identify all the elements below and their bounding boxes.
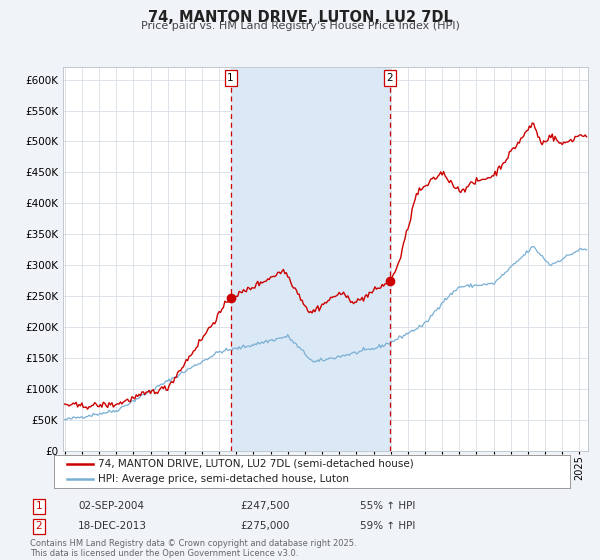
Text: £275,000: £275,000 <box>240 521 289 531</box>
Text: 1: 1 <box>35 501 43 511</box>
Text: 18-DEC-2013: 18-DEC-2013 <box>78 521 147 531</box>
Text: 74, MANTON DRIVE, LUTON, LU2 7DL: 74, MANTON DRIVE, LUTON, LU2 7DL <box>148 10 452 25</box>
Text: Contains HM Land Registry data © Crown copyright and database right 2025.
This d: Contains HM Land Registry data © Crown c… <box>30 539 356 558</box>
Text: 02-SEP-2004: 02-SEP-2004 <box>78 501 144 511</box>
Text: Price paid vs. HM Land Registry's House Price Index (HPI): Price paid vs. HM Land Registry's House … <box>140 21 460 31</box>
Text: 2: 2 <box>35 521 43 531</box>
Text: HPI: Average price, semi-detached house, Luton: HPI: Average price, semi-detached house,… <box>98 474 349 484</box>
Text: 1: 1 <box>227 73 234 83</box>
Text: 59% ↑ HPI: 59% ↑ HPI <box>360 521 415 531</box>
Text: £247,500: £247,500 <box>240 501 290 511</box>
Text: 2: 2 <box>386 73 394 83</box>
Text: 55% ↑ HPI: 55% ↑ HPI <box>360 501 415 511</box>
Text: 74, MANTON DRIVE, LUTON, LU2 7DL (semi-detached house): 74, MANTON DRIVE, LUTON, LU2 7DL (semi-d… <box>98 459 413 469</box>
Bar <box>230 67 390 451</box>
